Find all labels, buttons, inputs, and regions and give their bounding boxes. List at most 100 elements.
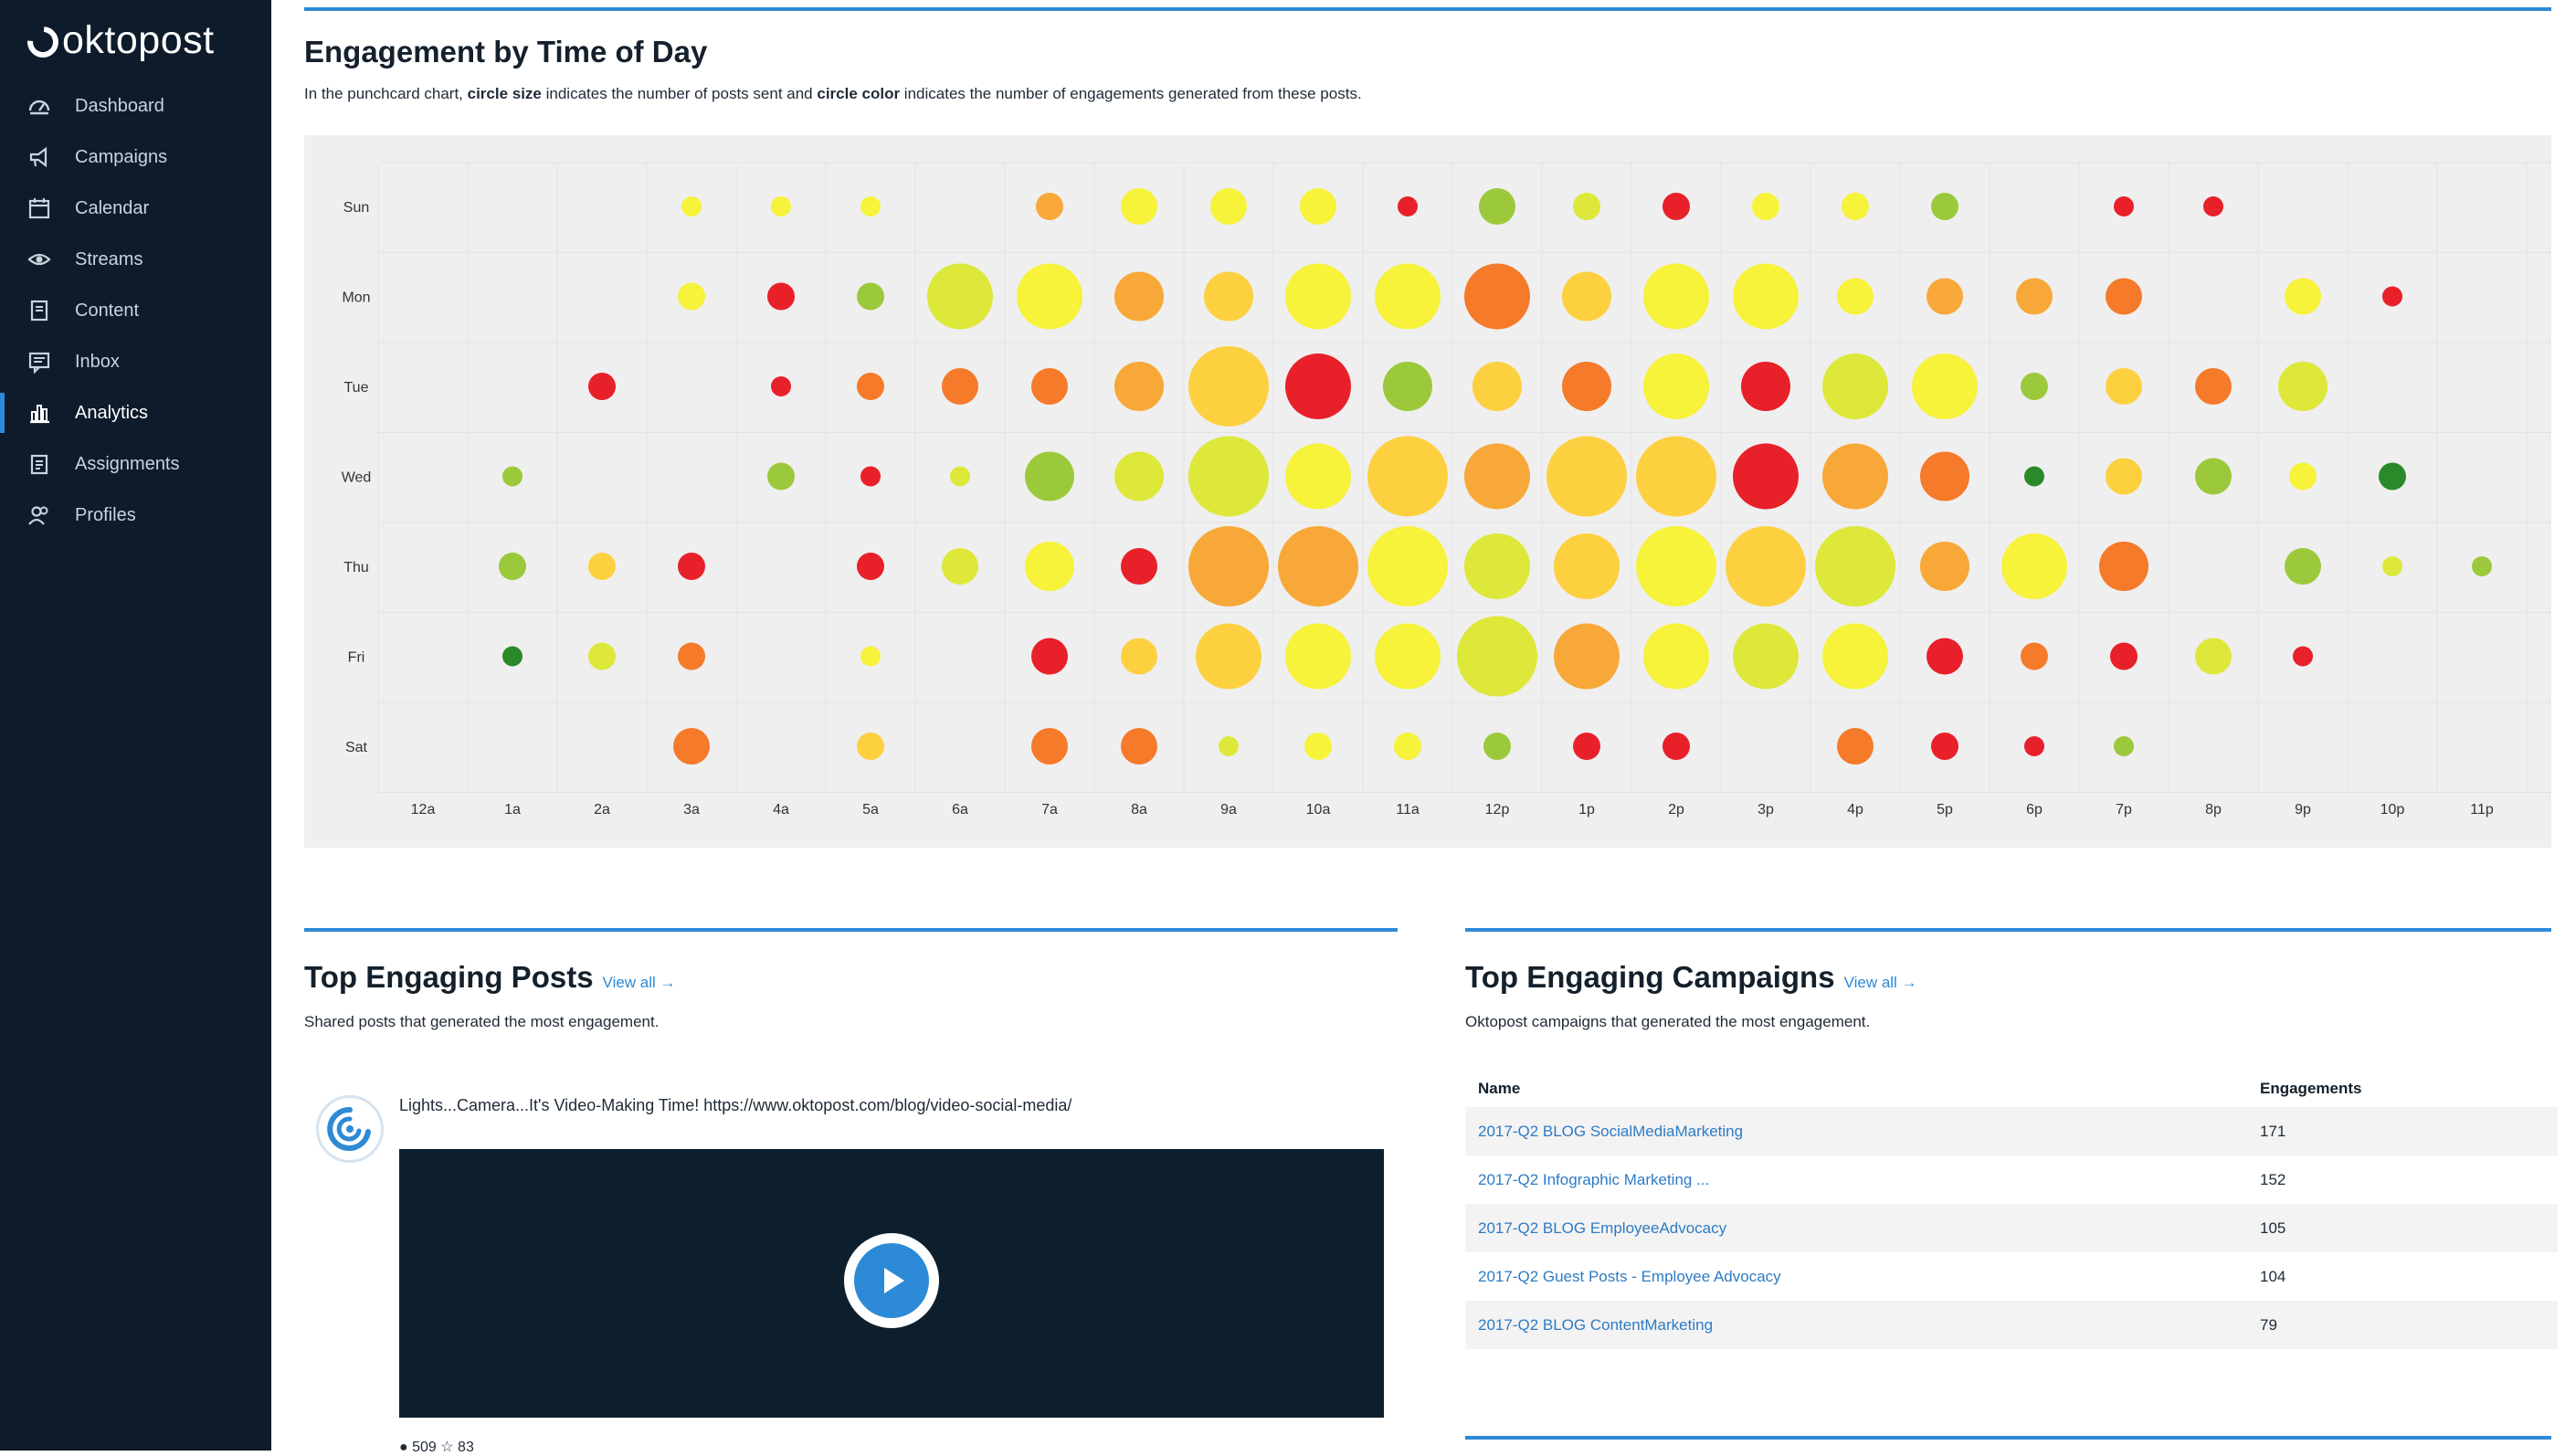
punch-bubble[interactable] [2195, 458, 2232, 495]
punch-bubble[interactable] [1457, 616, 1537, 697]
punch-bubble[interactable] [2278, 362, 2328, 411]
punch-bubble[interactable] [2016, 278, 2053, 315]
punch-bubble[interactable] [1031, 368, 1068, 405]
punch-bubble[interactable] [2195, 638, 2232, 675]
punch-bubble[interactable] [1204, 271, 1253, 322]
punch-bubble[interactable] [1472, 362, 1522, 411]
punch-bubble[interactable] [1285, 353, 1351, 419]
punch-bubble[interactable] [1464, 443, 1530, 510]
punch-bubble[interactable] [2021, 373, 2048, 400]
punch-bubble[interactable] [1114, 362, 1164, 411]
punch-bubble[interactable] [1121, 728, 1157, 765]
posts-view-all-link[interactable]: View all → [602, 974, 676, 991]
punch-bubble[interactable] [1285, 443, 1351, 510]
punch-bubble[interactable] [1278, 526, 1358, 607]
punch-bubble[interactable] [1931, 193, 1958, 220]
punch-bubble[interactable] [1815, 526, 1895, 607]
punch-bubble[interactable] [1025, 451, 1074, 501]
punch-bubble[interactable] [857, 733, 884, 760]
punch-bubble[interactable] [1741, 362, 1790, 411]
punch-bubble[interactable] [2285, 278, 2321, 315]
punch-bubble[interactable] [1285, 623, 1351, 690]
punch-bubble[interactable] [678, 642, 705, 670]
sidebar-item-content[interactable]: Content [0, 285, 271, 336]
punch-bubble[interactable] [1733, 263, 1799, 330]
campaign-name-link[interactable]: 2017-Q2 BLOG ContentMarketing [1478, 1315, 1714, 1334]
punch-bubble[interactable] [2001, 533, 2067, 599]
punch-bubble[interactable] [1479, 188, 1515, 225]
punch-bubble[interactable] [857, 373, 884, 400]
punch-bubble[interactable] [1300, 188, 1336, 225]
post-text[interactable]: Lights...Camera...It's Video-Making Time… [399, 1096, 1072, 1114]
punch-bubble[interactable] [673, 728, 710, 765]
punch-bubble[interactable] [1031, 728, 1068, 765]
punch-bubble[interactable] [2382, 286, 2402, 307]
punch-bubble[interactable] [2195, 368, 2232, 405]
punch-bubble[interactable] [1121, 188, 1157, 225]
punch-bubble[interactable] [1837, 278, 1874, 315]
sidebar-item-streams[interactable]: Streams [0, 234, 271, 285]
punch-bubble[interactable] [2024, 736, 2044, 756]
punch-bubble[interactable] [1822, 353, 1888, 419]
punch-bubble[interactable] [502, 646, 522, 667]
punch-bubble[interactable] [860, 646, 881, 667]
punch-bubble[interactable] [860, 196, 881, 216]
punch-bubble[interactable] [2379, 462, 2406, 491]
campaign-name-link[interactable]: 2017-Q2 BLOG EmployeeAdvocacy [1478, 1219, 1727, 1237]
campaigns-view-all-link[interactable]: View all → [1843, 974, 1917, 991]
punch-bubble[interactable] [1375, 263, 1441, 330]
punch-bubble[interactable] [1367, 436, 1448, 517]
punch-bubble[interactable] [927, 263, 993, 330]
punch-bubble[interactable] [1383, 362, 1432, 411]
post-avatar[interactable] [316, 1095, 384, 1163]
punch-bubble[interactable] [950, 466, 970, 487]
punch-bubble[interactable] [588, 642, 616, 670]
post-video[interactable] [399, 1149, 1384, 1418]
punch-bubble[interactable] [1464, 533, 1530, 599]
punch-bubble[interactable] [2289, 462, 2317, 491]
punch-bubble[interactable] [1210, 188, 1247, 225]
punch-bubble[interactable] [771, 376, 791, 396]
punch-bubble[interactable] [1546, 436, 1627, 517]
punch-bubble[interactable] [1464, 263, 1530, 330]
punch-bubble[interactable] [1375, 623, 1441, 690]
punch-bubble[interactable] [1562, 271, 1611, 322]
punch-bubble[interactable] [1219, 736, 1239, 756]
sidebar-item-analytics[interactable]: Analytics [0, 387, 271, 438]
punch-bubble[interactable] [1920, 451, 1969, 501]
sidebar-item-dashboard[interactable]: Dashboard [0, 80, 271, 132]
punch-bubble[interactable] [1931, 733, 1958, 760]
punch-bubble[interactable] [1573, 733, 1600, 760]
punch-bubble[interactable] [1662, 193, 1690, 220]
punch-bubble[interactable] [1573, 193, 1600, 220]
punch-bubble[interactable] [1188, 346, 1269, 427]
punch-bubble[interactable] [499, 553, 526, 580]
punch-bubble[interactable] [1920, 542, 1969, 591]
punch-bubble[interactable] [2106, 278, 2142, 315]
punch-bubble[interactable] [1304, 733, 1332, 760]
punch-bubble[interactable] [502, 466, 522, 487]
punch-bubble[interactable] [1483, 733, 1511, 760]
punch-bubble[interactable] [1636, 526, 1716, 607]
punch-bubble[interactable] [1114, 271, 1164, 322]
punch-bubble[interactable] [2203, 196, 2223, 216]
punch-bubble[interactable] [1926, 278, 1963, 315]
punch-bubble[interactable] [1562, 362, 1611, 411]
punch-bubble[interactable] [1752, 193, 1779, 220]
punch-bubble[interactable] [767, 462, 795, 491]
punch-bubble[interactable] [1036, 193, 1063, 220]
punch-bubble[interactable] [1643, 623, 1709, 690]
punch-bubble[interactable] [2021, 642, 2048, 670]
campaign-name-link[interactable]: 2017-Q2 Infographic Marketing ... [1478, 1170, 1710, 1188]
punch-bubble[interactable] [1196, 623, 1261, 690]
punch-bubble[interactable] [2024, 466, 2044, 487]
sidebar-item-inbox[interactable]: Inbox [0, 336, 271, 387]
sidebar-item-profiles[interactable]: Profiles [0, 490, 271, 541]
sidebar-item-assignments[interactable]: Assignments [0, 438, 271, 490]
punch-bubble[interactable] [1554, 623, 1620, 690]
punch-bubble[interactable] [857, 553, 884, 580]
punch-bubble[interactable] [1285, 263, 1351, 330]
punch-bubble[interactable] [1643, 263, 1709, 330]
punch-bubble[interactable] [2106, 458, 2142, 495]
punch-bubble[interactable] [2114, 736, 2134, 756]
